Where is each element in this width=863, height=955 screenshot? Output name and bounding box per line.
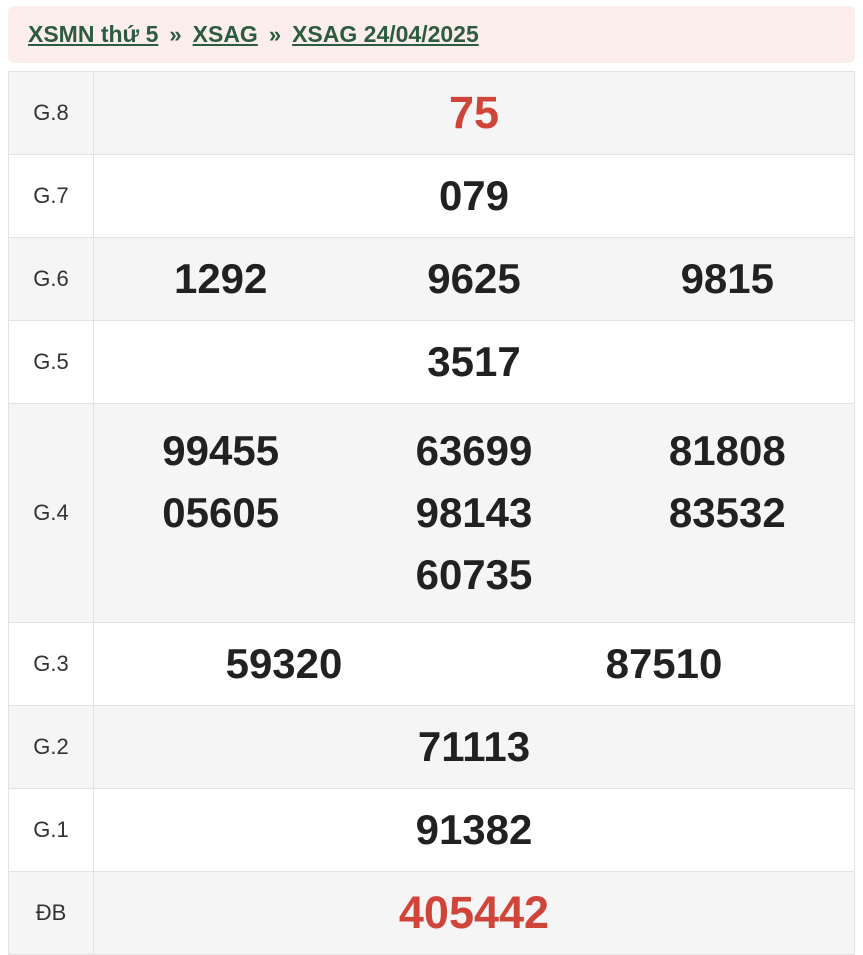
table-row-g5: G.5 3517: [9, 321, 854, 404]
prize-number: 87510: [605, 640, 723, 687]
prize-number: 71113: [417, 723, 531, 770]
prize-number: 079: [438, 172, 510, 219]
prize-label: G.7: [9, 155, 94, 237]
breadcrumb-separator: »: [268, 21, 282, 47]
prize-number: 9815: [680, 255, 774, 302]
prize-label: G.2: [9, 706, 94, 788]
prize-label: G.1: [9, 789, 94, 871]
prize-number: 9625: [427, 255, 521, 302]
prize-label: G.4: [9, 404, 94, 622]
prize-label: ĐB: [9, 872, 94, 954]
prize-values: 3517: [94, 321, 854, 403]
breadcrumb-link-xsag[interactable]: XSAG: [192, 21, 258, 47]
table-row-g2: G.2 71113: [9, 706, 854, 789]
table-row-db: ĐB 405442: [9, 872, 854, 954]
prize-label: G.6: [9, 238, 94, 320]
prize-number: 99455: [162, 427, 280, 474]
table-row-g7: G.7 079: [9, 155, 854, 238]
prize-number: 75: [448, 87, 500, 138]
prize-number: 98143: [415, 489, 533, 536]
prize-number: 63699: [415, 427, 533, 474]
lottery-results-table: G.8 75 G.7 079 G.6 1292 9625 9815 G.5 35…: [8, 71, 855, 955]
breadcrumb: XSMN thứ 5 » XSAG » XSAG 24/04/2025: [8, 6, 855, 63]
prize-values: 079: [94, 155, 854, 237]
prize-values: 1292 9625 9815: [94, 238, 854, 320]
prize-label: G.8: [9, 72, 94, 154]
prize-number: 91382: [415, 806, 533, 853]
prize-number: 81808: [668, 427, 786, 474]
prize-number: 3517: [427, 338, 521, 385]
table-row-g1: G.1 91382: [9, 789, 854, 872]
prize-number: 1292: [173, 255, 268, 302]
prize-values: 75: [94, 72, 854, 154]
breadcrumb-separator: »: [169, 21, 182, 47]
prize-values: 71113: [94, 706, 854, 788]
prize-number: 59320: [225, 640, 343, 687]
prize-values: 99455 63699 81808 05605 98143 83532 6073…: [94, 404, 854, 622]
prize-number: 83532: [668, 489, 786, 536]
prize-values: 405442: [94, 872, 854, 954]
prize-label: G.5: [9, 321, 94, 403]
table-row-g8: G.8 75: [9, 72, 854, 155]
prize-values: 91382: [94, 789, 854, 871]
table-row-g3: G.3 59320 87510: [9, 623, 854, 706]
table-row-g4: G.4 99455 63699 81808 05605 98143 83532 …: [9, 404, 854, 623]
prize-label: G.3: [9, 623, 94, 705]
table-row-g6: G.6 1292 9625 9815: [9, 238, 854, 321]
prize-number: 405442: [398, 887, 550, 938]
prize-values: 59320 87510: [94, 623, 854, 705]
breadcrumb-link-xsmn[interactable]: XSMN thứ 5: [28, 21, 159, 47]
prize-number: 60735: [415, 551, 533, 598]
breadcrumb-link-xsag-date[interactable]: XSAG 24/04/2025: [292, 21, 479, 47]
prize-number: 05605: [162, 489, 280, 536]
